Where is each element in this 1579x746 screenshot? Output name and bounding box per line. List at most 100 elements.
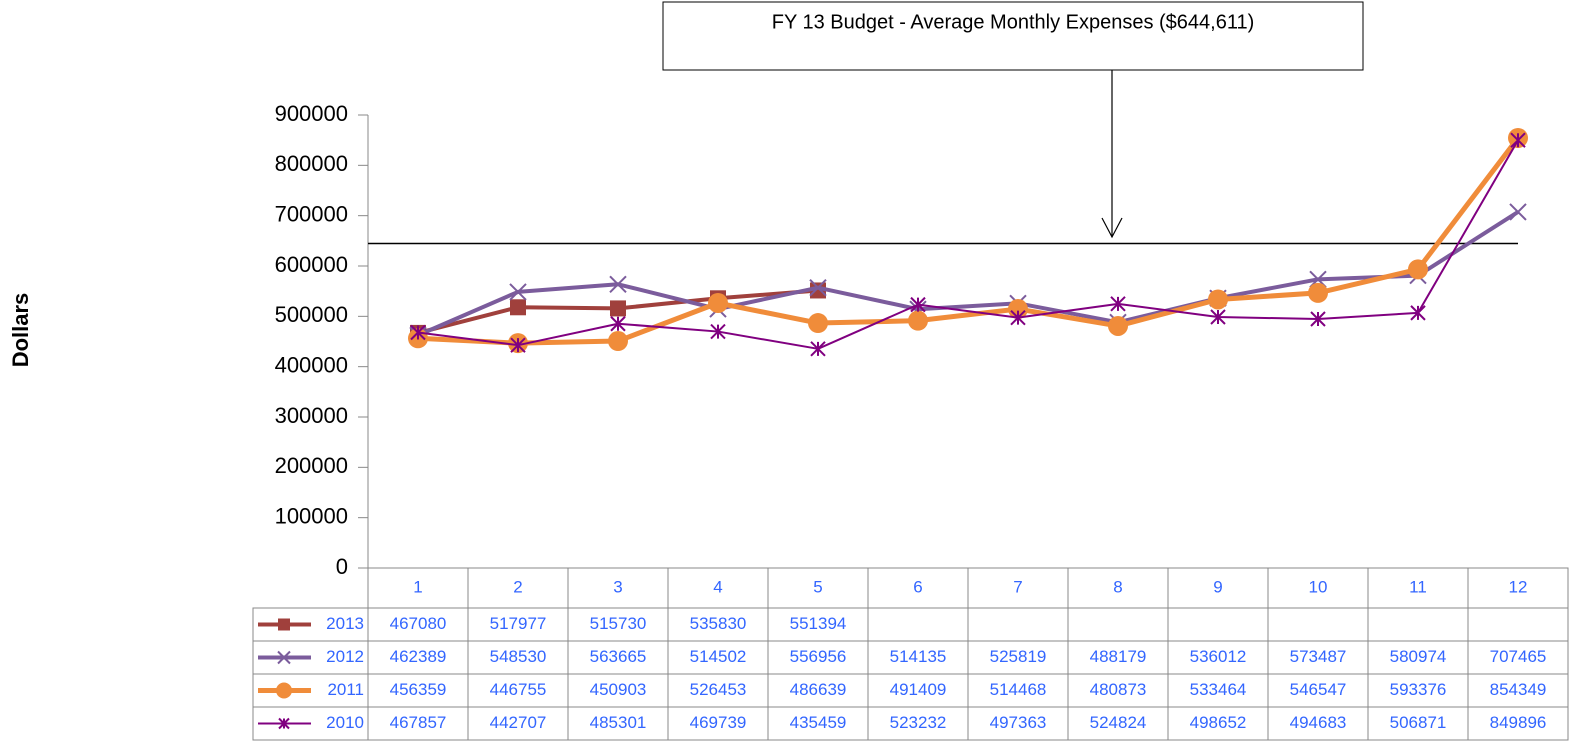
x-tick-label: 6 xyxy=(913,577,922,596)
table-value: 462389 xyxy=(390,647,447,666)
y-tick-label: 100000 xyxy=(275,503,348,528)
legend-label: 2011 xyxy=(327,680,364,699)
table-value: 548530 xyxy=(490,647,547,666)
data-point xyxy=(1308,282,1328,303)
x-tick-label: 10 xyxy=(1309,577,1328,596)
legend-marker xyxy=(278,717,290,730)
table-value: 467080 xyxy=(390,614,447,633)
data-point xyxy=(1208,289,1228,310)
series-line xyxy=(417,139,1519,350)
y-axis-label: Dollars xyxy=(8,293,33,368)
data-point xyxy=(610,316,626,332)
x-tick-label: 2 xyxy=(513,577,522,596)
table-value: 524824 xyxy=(1090,713,1147,732)
y-tick-label: 200000 xyxy=(275,453,348,478)
table-value: 469739 xyxy=(690,713,747,732)
y-tick-label: 400000 xyxy=(275,352,348,377)
data-point xyxy=(1410,305,1426,321)
table-value: 480873 xyxy=(1090,680,1147,699)
data-point xyxy=(710,323,726,340)
table-value: 491409 xyxy=(890,680,947,699)
x-tick-label: 3 xyxy=(613,577,622,596)
series-line xyxy=(417,210,1520,338)
legend-label: 2012 xyxy=(326,647,364,666)
table-value: 485301 xyxy=(590,713,647,732)
table-value: 707465 xyxy=(1490,647,1547,666)
table-value: 467857 xyxy=(390,713,447,732)
table-value: 535830 xyxy=(690,614,747,633)
table-value: 515730 xyxy=(590,614,647,633)
data-point xyxy=(1310,311,1326,327)
table-value: 514135 xyxy=(890,647,947,666)
x-tick-label: 1 xyxy=(413,577,422,596)
table-value: 514468 xyxy=(990,680,1047,699)
table-value: 517977 xyxy=(490,614,547,633)
data-point xyxy=(1210,309,1226,325)
data-point xyxy=(1510,132,1526,148)
table-value: 849896 xyxy=(1490,713,1547,732)
data-point xyxy=(510,337,526,353)
data-point xyxy=(708,293,728,314)
data-point xyxy=(610,300,626,317)
table-value: 536012 xyxy=(1190,647,1247,666)
y-tick-label: 800000 xyxy=(275,151,348,176)
legend-label: 2010 xyxy=(326,713,364,732)
table-value: 523232 xyxy=(890,713,947,732)
x-tick-label: 9 xyxy=(1213,577,1222,596)
annotation-box xyxy=(662,1,1364,71)
data-point xyxy=(810,341,826,357)
data-point xyxy=(509,283,527,301)
table-value: 854349 xyxy=(1490,680,1547,699)
table-value: 456359 xyxy=(390,680,447,699)
legend-marker xyxy=(277,650,291,665)
legend-label: 2013 xyxy=(326,614,364,633)
legend-marker xyxy=(278,618,290,631)
y-tick-label: 300000 xyxy=(275,403,348,428)
table-value: 435459 xyxy=(790,713,847,732)
table-value: 488179 xyxy=(1090,647,1147,666)
table-value: 526453 xyxy=(690,680,747,699)
y-tick-label: 500000 xyxy=(275,302,348,327)
data-point xyxy=(910,296,926,313)
data-point xyxy=(1110,296,1126,312)
y-tick-label: 700000 xyxy=(275,201,348,226)
table-value: 580974 xyxy=(1390,647,1447,666)
x-tick-label: 8 xyxy=(1113,577,1122,596)
x-tick-label: 12 xyxy=(1509,577,1528,596)
series-line xyxy=(417,136,1520,346)
table-value: 525819 xyxy=(990,647,1047,666)
table-value: 551394 xyxy=(790,614,847,633)
data-point xyxy=(510,299,526,316)
table-value: 593376 xyxy=(1390,680,1447,699)
legend-marker xyxy=(276,682,292,699)
table-value: 450903 xyxy=(590,680,647,699)
data-point xyxy=(1408,259,1428,280)
x-tick-label: 11 xyxy=(1409,577,1427,596)
table-value: 563665 xyxy=(590,647,647,666)
data-point xyxy=(808,313,828,334)
x-tick-label: 7 xyxy=(1013,577,1022,596)
x-tick-label: 4 xyxy=(713,577,722,596)
table-value: 446755 xyxy=(490,680,547,699)
table-value: 497363 xyxy=(990,713,1047,732)
data-point xyxy=(1108,315,1128,336)
y-tick-label: 600000 xyxy=(275,252,348,277)
table-value: 506871 xyxy=(1390,713,1447,732)
table-value: 514502 xyxy=(690,647,747,666)
table-value: 486639 xyxy=(790,680,847,699)
data-point xyxy=(810,282,826,299)
annotation: FY 13 Budget - Average Monthly Expenses … xyxy=(772,11,1255,33)
table-value: 442707 xyxy=(490,713,547,732)
data-point xyxy=(908,310,928,331)
data-point xyxy=(609,275,627,293)
table-value: 494683 xyxy=(1290,713,1347,732)
data-point xyxy=(410,324,426,341)
table-value: 498652 xyxy=(1190,713,1247,732)
data-point xyxy=(809,278,827,297)
table-value: 533464 xyxy=(1190,680,1247,699)
table-value: 573487 xyxy=(1290,647,1347,666)
table-value: 546547 xyxy=(1290,680,1347,699)
annotation-arrowhead xyxy=(1101,217,1123,239)
